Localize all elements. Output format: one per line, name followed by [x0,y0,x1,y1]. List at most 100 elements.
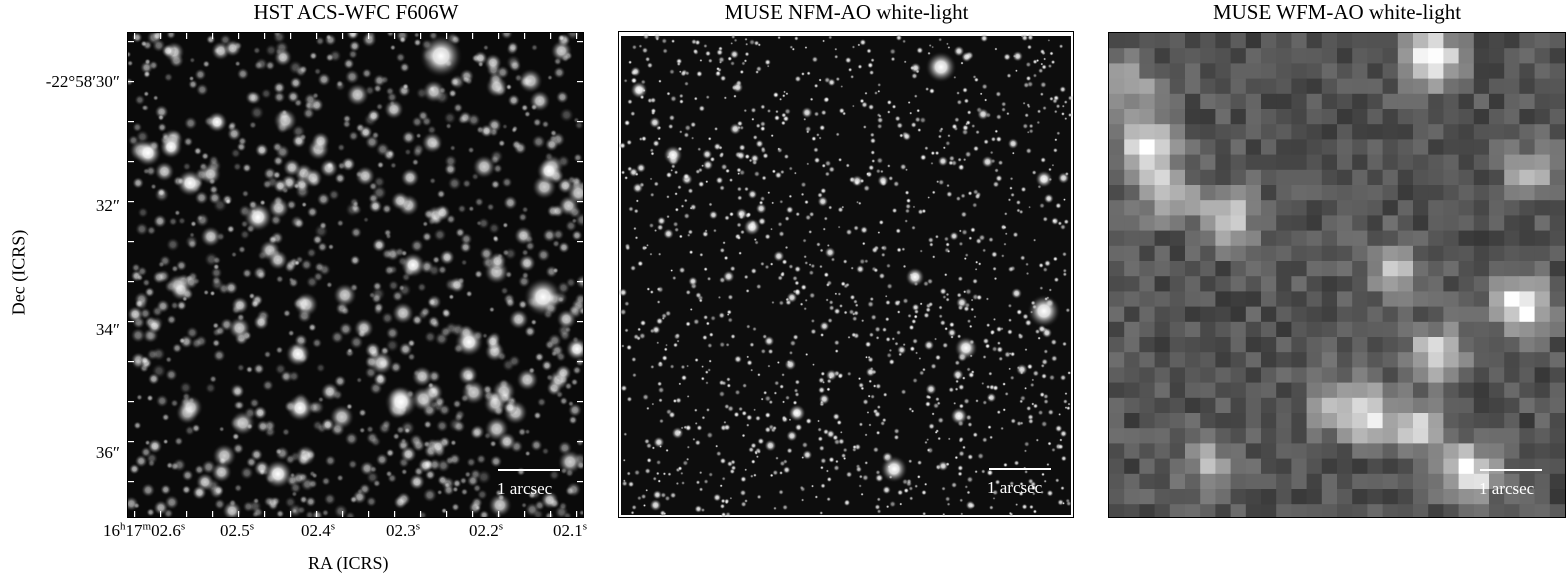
star [733,38,738,43]
star [1008,367,1012,371]
star [813,156,821,164]
star [779,460,786,467]
star [646,287,651,292]
star [212,348,227,363]
star [365,495,378,508]
star [717,295,722,300]
star [837,292,842,297]
star [992,384,999,392]
star [1035,438,1040,442]
star [857,64,863,70]
star [941,341,949,349]
star [777,221,783,228]
star [662,511,667,516]
star [909,62,922,74]
star [559,396,569,406]
star [279,369,294,384]
star [778,470,784,476]
star [880,252,886,258]
star [307,322,317,332]
star [926,448,931,453]
star [211,338,221,348]
star [825,469,830,473]
star [637,260,644,267]
star [904,203,912,210]
muse-wfm-image [1109,33,1565,517]
star [667,472,672,477]
star [836,419,843,426]
star [368,198,383,214]
star [383,264,396,276]
star [963,397,970,405]
star [1029,382,1035,388]
star [186,238,198,250]
star [840,84,844,89]
star [955,296,969,309]
star [800,283,808,291]
star [729,496,733,500]
star [1059,438,1063,442]
star [252,313,270,331]
star [950,407,968,425]
star [818,136,822,140]
star [1050,338,1058,346]
star [753,170,761,178]
star [487,492,513,517]
star [934,396,940,402]
star [432,227,447,242]
star [245,365,254,374]
star [565,337,583,361]
star [967,371,975,379]
star [876,404,882,410]
star [655,471,660,476]
star [254,142,270,158]
star [665,171,673,179]
star [918,370,925,376]
star [701,148,713,160]
star [931,412,935,416]
star [804,352,809,357]
star [985,322,991,328]
star [375,102,384,111]
star [938,313,944,319]
star [1050,354,1058,363]
star [817,386,826,394]
star [557,449,583,475]
star [842,258,848,265]
star [619,308,627,316]
star [134,139,162,167]
star [631,372,638,378]
star [944,140,951,147]
star [891,207,898,214]
star [892,180,900,188]
star [911,318,917,325]
star [928,242,934,248]
star [1043,259,1052,268]
star [772,91,780,99]
star [460,258,468,267]
star [968,236,973,241]
star [706,431,714,439]
star [904,190,910,196]
star [648,116,661,129]
star [165,355,173,364]
star [731,81,744,94]
star [176,300,188,311]
star [684,424,692,432]
star [720,163,728,171]
star [788,166,794,171]
star [689,206,693,210]
star [736,194,743,201]
star [931,254,936,259]
star [900,388,907,395]
star [914,484,919,489]
star [286,394,314,422]
star [953,75,957,80]
star [824,246,836,259]
star [826,387,831,392]
star [169,278,193,302]
star [776,147,783,154]
star [750,267,758,275]
star [1052,256,1059,262]
star [344,431,359,447]
